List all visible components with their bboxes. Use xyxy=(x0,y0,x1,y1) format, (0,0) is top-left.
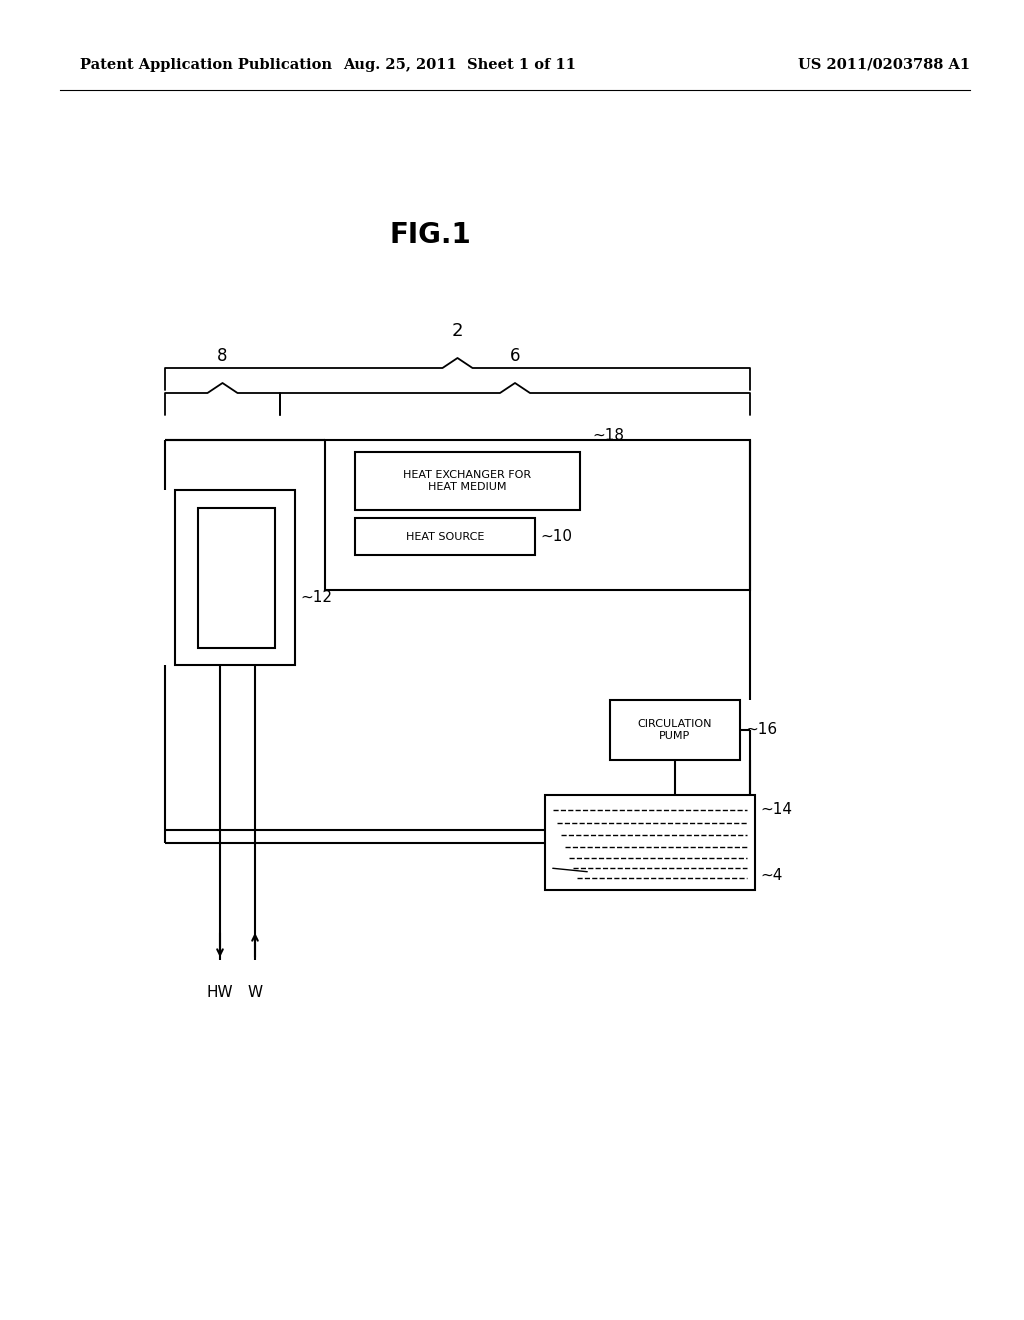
Bar xyxy=(325,440,750,590)
Text: ~18: ~18 xyxy=(592,428,624,444)
Text: 6: 6 xyxy=(510,347,520,366)
Text: HEAT SOURCE: HEAT SOURCE xyxy=(406,532,484,541)
Text: CIRCULATION
PUMP: CIRCULATION PUMP xyxy=(638,719,713,741)
Text: ~12: ~12 xyxy=(300,590,332,605)
Bar xyxy=(198,508,275,648)
Text: 2: 2 xyxy=(452,322,463,341)
Text: HW: HW xyxy=(207,985,233,1001)
Text: Patent Application Publication: Patent Application Publication xyxy=(80,58,332,73)
Bar xyxy=(610,700,740,760)
Text: HEAT EXCHANGER FOR
HEAT MEDIUM: HEAT EXCHANGER FOR HEAT MEDIUM xyxy=(403,470,531,492)
Text: W: W xyxy=(248,985,262,1001)
Text: ~10: ~10 xyxy=(540,529,572,544)
Text: ~4: ~4 xyxy=(760,867,782,883)
Bar xyxy=(355,451,580,510)
Text: US 2011/0203788 A1: US 2011/0203788 A1 xyxy=(798,58,970,73)
Text: ~16: ~16 xyxy=(745,722,777,738)
Bar xyxy=(175,490,295,665)
Text: 8: 8 xyxy=(217,347,227,366)
Bar xyxy=(355,517,535,554)
Bar xyxy=(545,795,755,890)
Text: Aug. 25, 2011  Sheet 1 of 11: Aug. 25, 2011 Sheet 1 of 11 xyxy=(343,58,577,73)
Text: ~14: ~14 xyxy=(760,803,792,817)
Text: FIG.1: FIG.1 xyxy=(389,220,471,249)
